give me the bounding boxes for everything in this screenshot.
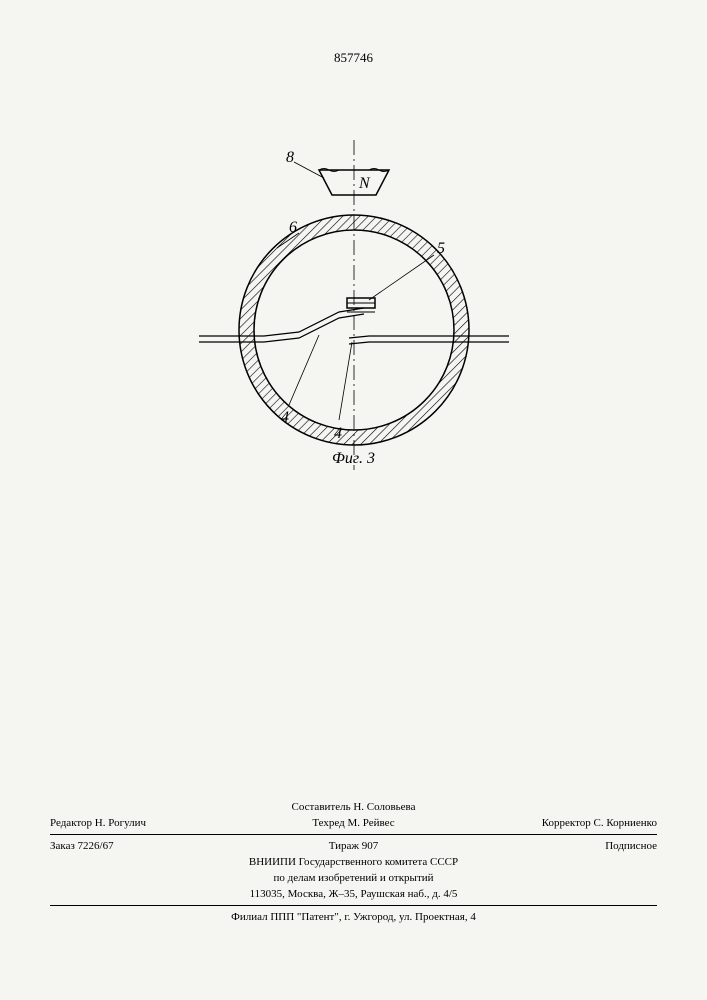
footer-tech-editor: Техред М. Рейвес xyxy=(253,817,453,829)
footer-editor: Редактор Н. Рогулич xyxy=(50,817,250,829)
label-4a: 4 xyxy=(281,409,289,426)
footer-divider-1 xyxy=(50,834,657,835)
footer-org2: по делам изобретений и открытий xyxy=(50,870,657,886)
footer-divider-2 xyxy=(50,905,657,906)
footer-org1: ВНИИПИ Государственного комитета СССР xyxy=(50,854,657,870)
page-number: 857746 xyxy=(334,50,373,66)
label-5: 5 xyxy=(437,240,445,257)
footer-compiler: Составитель Н. Соловьева xyxy=(50,799,657,815)
footer-address1: 113035, Москва, Ж–35, Раушская наб., д. … xyxy=(50,886,657,902)
footer-corrector: Корректор С. Корниенко xyxy=(457,817,657,829)
footer-branch: Филиал ППП "Патент", г. Ужгород, ул. Про… xyxy=(50,909,657,925)
label-N: N xyxy=(358,175,371,192)
footer-block: Составитель Н. Соловьева Редактор Н. Рог… xyxy=(50,799,657,925)
label-8: 8 xyxy=(286,149,294,166)
footer-subscription: Подписное xyxy=(457,840,657,852)
footer-order: Заказ 7226/67 xyxy=(50,840,250,852)
label-4b: 4 xyxy=(334,425,342,442)
footer-circulation: Тираж 907 xyxy=(253,840,453,852)
figure-label: Фиг. 3 xyxy=(332,450,375,468)
label-6: 6 xyxy=(289,219,297,236)
